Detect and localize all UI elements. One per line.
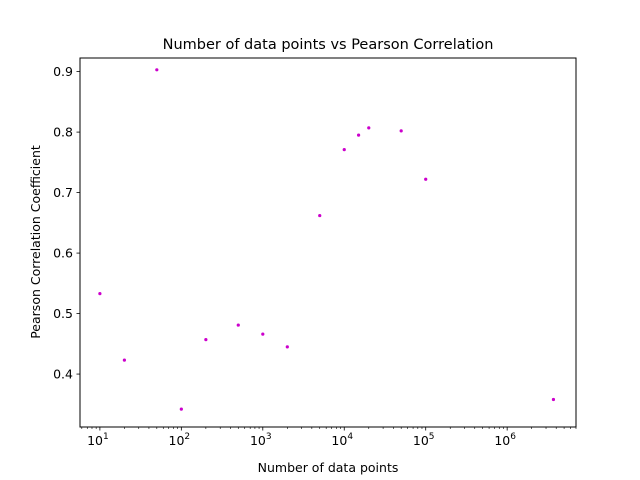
data-points [98, 68, 556, 411]
x-tick-label: 104 [331, 432, 353, 448]
y-tick-label: 0.7 [53, 185, 73, 200]
x-axis-label: Number of data points [258, 460, 399, 475]
data-point [236, 323, 240, 327]
x-tick-label: 103 [250, 432, 272, 448]
y-tick-label: 0.8 [53, 125, 73, 140]
y-axis-ticks: 0.4 0.5 0.6 0.7 0.8 0.9 [53, 64, 80, 382]
data-point [155, 68, 159, 72]
x-axis-ticks: 101 102 103 104 105 106 [81, 427, 577, 448]
plot-frame [79, 57, 577, 428]
y-tick-label: 0.4 [53, 367, 73, 382]
data-point [98, 292, 102, 296]
data-point [367, 126, 371, 130]
y-tick-label: 0.9 [53, 64, 73, 79]
x-tick-label: 105 [413, 432, 435, 448]
data-point [179, 407, 183, 411]
x-tick-label: 102 [169, 432, 191, 448]
y-tick-label: 0.5 [53, 306, 73, 321]
y-axis-label: Pearson Correlation Coefficient [28, 145, 43, 339]
data-point [285, 345, 289, 349]
data-point [261, 332, 265, 336]
data-point [318, 213, 322, 218]
data-point [551, 397, 556, 402]
chart-title: Number of data points vs Pearson Correla… [163, 37, 494, 53]
data-point [356, 133, 361, 137]
data-point [342, 148, 346, 152]
y-tick-label: 0.6 [53, 246, 73, 261]
x-tick-label: 101 [87, 432, 109, 448]
data-point [424, 177, 428, 181]
data-point [204, 337, 208, 342]
data-point [399, 129, 403, 133]
x-tick-label: 106 [494, 432, 516, 448]
data-point [122, 358, 127, 362]
